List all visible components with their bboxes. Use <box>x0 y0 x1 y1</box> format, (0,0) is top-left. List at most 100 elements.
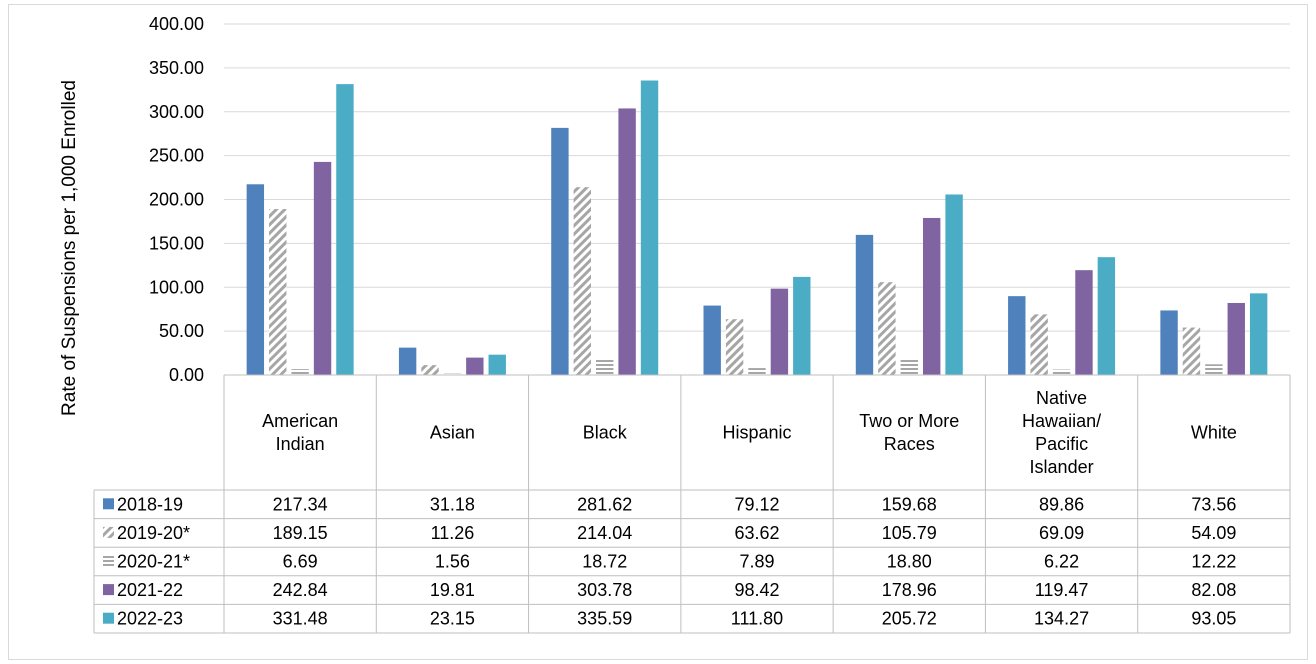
category-label: Native <box>1036 388 1087 408</box>
table-value: 63.62 <box>734 523 779 543</box>
bar-2022-23-5 <box>1097 257 1116 375</box>
category-label: Indian <box>276 434 325 454</box>
table-value: 1.56 <box>435 552 470 572</box>
category-label: Races <box>884 434 935 454</box>
bar-2018-19-4 <box>855 234 874 375</box>
table-value: 54.09 <box>1191 523 1236 543</box>
bar-2018-19-1 <box>398 347 417 375</box>
y-tick-label: 400.00 <box>149 14 204 34</box>
category-label: American <box>262 411 338 431</box>
bar-2019-20-4 <box>878 282 896 375</box>
bars <box>246 80 1268 376</box>
bar-2018-19-3 <box>703 305 721 375</box>
y-tick-label: 150.00 <box>149 233 204 253</box>
category-label: Hispanic <box>722 423 791 443</box>
legend-key-2020-21 <box>103 555 114 567</box>
legend-key-2018-19 <box>103 498 114 510</box>
bar-2019-20-2 <box>573 187 592 375</box>
table-value: 18.80 <box>887 552 932 572</box>
chart-frame <box>8 4 1308 660</box>
table-value: 79.12 <box>734 494 779 514</box>
bar-2021-22-3 <box>770 288 789 375</box>
y-tick-label: 200.00 <box>149 190 204 210</box>
bar-2022-23-6 <box>1249 293 1268 375</box>
legend-label: 2019-20* <box>117 523 190 543</box>
table-value: 18.72 <box>582 552 627 572</box>
category-label: White <box>1191 423 1237 443</box>
table-value: 303.78 <box>577 580 632 600</box>
bar-2020-21-0 <box>291 369 309 375</box>
category-label: Two or More <box>859 411 959 431</box>
table-value: 105.79 <box>882 523 937 543</box>
category-label: Pacific <box>1035 434 1088 454</box>
table-value: 31.18 <box>430 494 475 514</box>
bar-2018-19-0 <box>246 184 265 375</box>
gridlines <box>224 23 1290 332</box>
bar-2019-20-1 <box>421 365 439 375</box>
table-value: 69.09 <box>1039 523 1084 543</box>
table-value: 11.26 <box>431 523 475 543</box>
table-value: 178.96 <box>882 580 937 600</box>
table-value: 331.48 <box>273 609 328 629</box>
bar-2020-21-2 <box>596 358 614 375</box>
data-table: American Indian Asian Black Hispanic Two or M… <box>93 374 1291 634</box>
bar-2018-19-2 <box>551 127 569 375</box>
bar-2020-21-5 <box>1052 369 1071 375</box>
bar-2022-23-2 <box>640 80 659 375</box>
bar-2021-22-6 <box>1227 302 1245 375</box>
table-value: 335.59 <box>577 609 632 629</box>
bar-2020-21-3 <box>748 368 766 375</box>
table-value: 242.84 <box>273 580 328 600</box>
bar-2022-23-0 <box>336 84 354 376</box>
y-axis-label: Rate of Suspensions per 1,000 Enrolled <box>59 80 80 416</box>
category-label: Islander <box>1030 457 1094 477</box>
table-value: 6.22 <box>1044 552 1079 572</box>
y-tick-label: 250.00 <box>149 146 204 166</box>
table-value: 189.15 <box>273 523 328 543</box>
table-value: 82.08 <box>1191 580 1236 600</box>
bar-2018-19-6 <box>1160 310 1178 375</box>
y-tick-label: 50.00 <box>159 321 204 341</box>
bar-2022-23-1 <box>488 354 506 375</box>
table-value: 7.89 <box>739 552 774 572</box>
legend-key-2019-20 <box>103 526 114 538</box>
table-value: 98.42 <box>734 580 779 600</box>
table-value: 159.68 <box>882 494 937 514</box>
bar-2021-22-2 <box>618 108 636 376</box>
category-label: Asian <box>430 423 475 443</box>
table-value: 6.69 <box>283 552 318 572</box>
bar-2019-20-5 <box>1030 314 1048 375</box>
table-value: 89.86 <box>1039 494 1084 514</box>
legend-label: 2018-19 <box>117 494 183 514</box>
y-tick-label: 350.00 <box>149 58 204 78</box>
table-value: 134.27 <box>1034 609 1089 629</box>
table-value: 214.04 <box>577 523 632 543</box>
bar-2022-23-3 <box>793 276 811 375</box>
legend-key-2021-22 <box>103 584 114 596</box>
bar-2021-22-1 <box>466 357 484 375</box>
table-value: 73.56 <box>1191 494 1236 514</box>
bar-2019-20-6 <box>1182 327 1201 375</box>
bar-2018-19-5 <box>1008 296 1026 375</box>
y-tick-label: 0.00 <box>169 365 204 385</box>
table-value: 205.72 <box>882 609 937 629</box>
bar-2022-23-4 <box>945 194 963 375</box>
category-label: Hawaiian/ <box>1022 411 1101 431</box>
table-value: 119.47 <box>1035 580 1089 600</box>
y-tick-label: 300.00 <box>149 102 204 122</box>
legend-label: 2022-23 <box>117 609 183 629</box>
table-value: 23.15 <box>430 609 475 629</box>
legend-label: 2020-21* <box>117 552 190 572</box>
table-value: 281.62 <box>577 494 632 514</box>
bar-2020-21-4 <box>900 358 918 375</box>
bar-2021-22-5 <box>1075 270 1093 375</box>
bar-2020-21-6 <box>1205 364 1223 375</box>
bar-2020-21-1 <box>443 373 462 375</box>
legend-label: 2021-22 <box>117 580 183 600</box>
table-value: 111.80 <box>731 609 783 629</box>
category-label: Black <box>583 423 628 443</box>
table-value: 19.81 <box>430 580 475 600</box>
y-tick-label: 100.00 <box>149 277 204 297</box>
table-value: 93.05 <box>1191 609 1236 629</box>
bar-2021-22-0 <box>313 161 332 375</box>
